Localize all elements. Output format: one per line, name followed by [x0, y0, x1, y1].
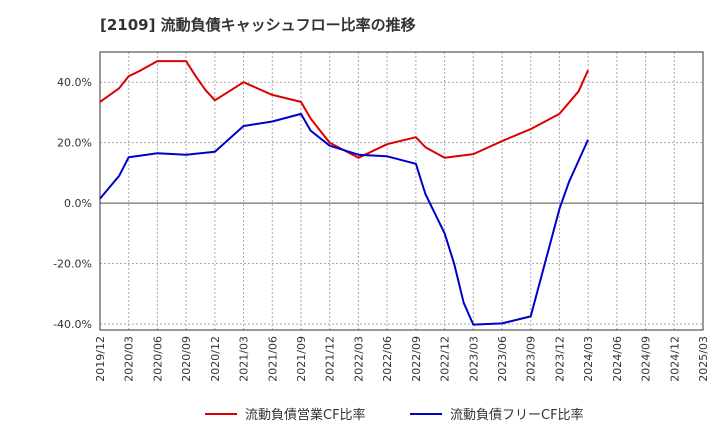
- x-tick-label: 2020/12: [209, 336, 222, 382]
- x-tick-label: 2024/03: [582, 336, 595, 382]
- x-tick-label: 2023/03: [467, 336, 480, 382]
- y-tick-label: 40.0%: [57, 76, 92, 89]
- x-tick-label: 2022/12: [439, 336, 452, 382]
- y-tick-label: -20.0%: [53, 258, 92, 271]
- x-tick-label: 2022/09: [410, 336, 423, 382]
- chart-title: [2109] 流動負債キャッシュフロー比率の推移: [100, 16, 416, 34]
- x-tick-label: 2020/09: [180, 336, 193, 382]
- axes-layer: [99, 51, 704, 331]
- series-layer: [99, 60, 590, 326]
- x-tick-label: 2019/12: [94, 336, 107, 382]
- x-tick-label: 2022/06: [381, 336, 394, 382]
- y-tick-label: 0.0%: [64, 197, 92, 210]
- legend-label-2: 流動負債フリーCF比率: [450, 407, 584, 423]
- x-tick-label: 2022/03: [352, 336, 365, 382]
- grid-layer: [99, 52, 704, 330]
- x-tick-label: 2023/12: [553, 336, 566, 382]
- x-tick-label: 2024/12: [668, 336, 681, 382]
- y-tick-label: 20.0%: [57, 137, 92, 150]
- series-line-1: [99, 60, 590, 159]
- legend-label-1: 流動負債営業CF比率: [245, 407, 366, 423]
- series-line-2: [99, 112, 590, 326]
- x-tick-label: 2024/06: [611, 336, 624, 382]
- y-tick-label: -40.0%: [53, 318, 92, 331]
- x-tick-label: 2021/06: [266, 336, 279, 382]
- x-tick-label: 2021/09: [295, 336, 308, 382]
- labels-layer: 2019/12 2020/03 2020/06 2020/09 2020/12 2021/…: [53, 76, 710, 381]
- x-tick-label: 2023/06: [496, 336, 509, 382]
- x-tick-label: 2024/09: [640, 336, 653, 382]
- x-tick-label: 2020/06: [151, 336, 164, 382]
- x-tick-label: 2020/03: [123, 336, 136, 382]
- plot-frame: [99, 51, 704, 331]
- x-tick-label: 2023/09: [525, 336, 538, 382]
- legend-layer: 流動負債営業CF比率 流動負債フリーCF比率: [205, 407, 584, 423]
- x-tick-label: 2021/12: [324, 336, 337, 382]
- x-tick-label: 2021/03: [238, 336, 251, 382]
- x-tick-label: 2025/03: [697, 336, 710, 382]
